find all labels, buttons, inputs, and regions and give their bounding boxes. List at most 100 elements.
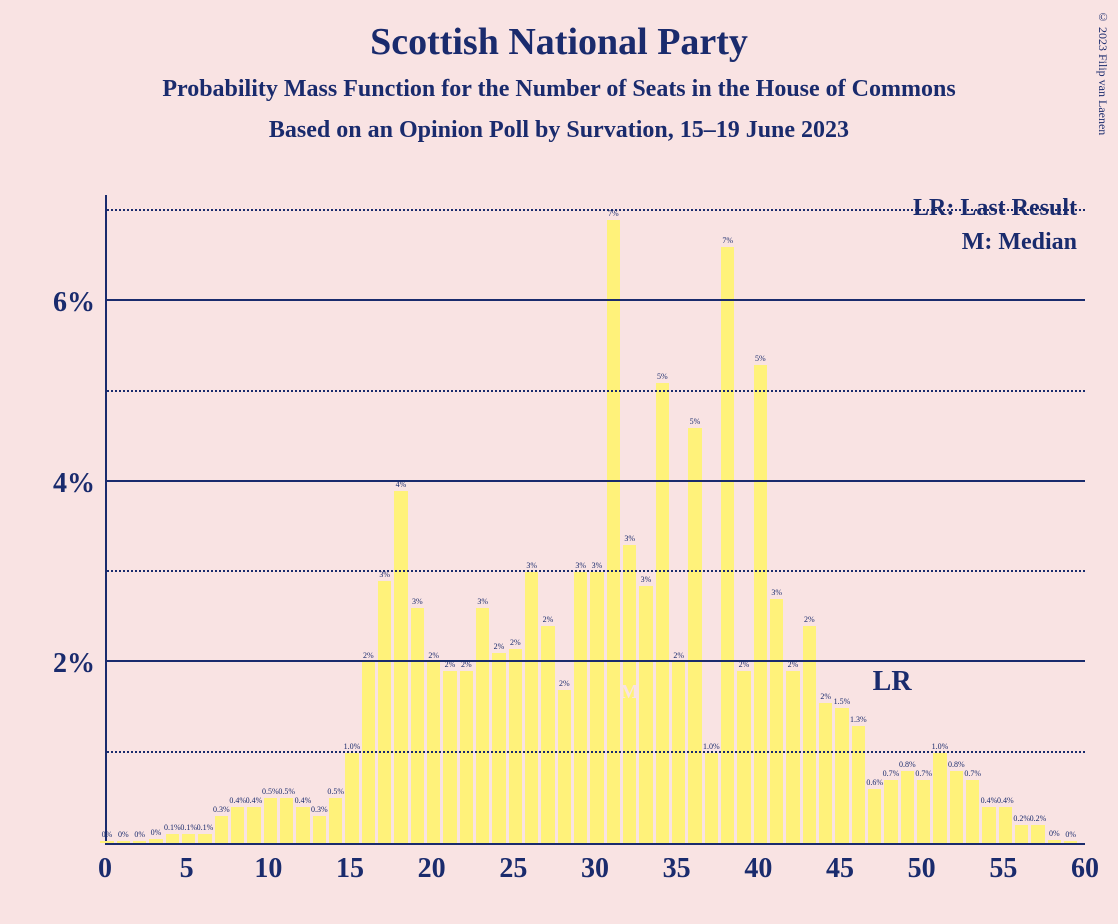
chart-bar: 0% xyxy=(149,839,162,844)
x-axis-label: 0 xyxy=(98,853,112,885)
bar-value-label: 3% xyxy=(771,588,782,597)
chart-bar: 0.2% xyxy=(1031,825,1044,843)
chart-bar: 0.8% xyxy=(901,771,914,843)
bar-value-label: 2% xyxy=(543,615,554,624)
x-axis-label: 40 xyxy=(744,853,772,885)
chart-bar: 0.7% xyxy=(966,780,979,843)
chart-bar: 2% xyxy=(786,671,799,843)
chart-bar: 3% xyxy=(378,581,391,843)
chart-bar: 2% xyxy=(541,626,554,843)
chart-bar: 0.4% xyxy=(231,807,244,843)
chart-bar: 0.2% xyxy=(1015,825,1028,843)
chart-bar: 0.4% xyxy=(247,807,260,843)
bar-value-label: 2% xyxy=(820,692,831,701)
chart-bar: 0.1% xyxy=(166,834,179,843)
x-axis-label: 20 xyxy=(418,853,446,885)
bar-value-label: 0.4% xyxy=(997,796,1014,805)
chart-bar: 0.5% xyxy=(264,798,277,843)
gridline-dotted xyxy=(107,751,1085,753)
chart-bar: 0.6% xyxy=(868,789,881,843)
bar-value-label: 0.7% xyxy=(915,769,932,778)
x-axis-label: 5 xyxy=(180,853,194,885)
chart-bar: 1.0% xyxy=(345,753,358,843)
bar-value-label: 0.6% xyxy=(866,778,883,787)
chart-bar: 0% xyxy=(100,841,113,843)
bar-value-label: 0.2% xyxy=(1030,814,1047,823)
bar-value-label: 2% xyxy=(673,651,684,660)
copyright-text: © 2023 Filip van Laenen xyxy=(1095,10,1110,135)
bar-value-label: 0.1% xyxy=(197,823,214,832)
chart-bar: 3% xyxy=(525,572,538,843)
gridline-solid xyxy=(107,480,1085,482)
chart-bar: 0% xyxy=(1064,841,1077,843)
bar-value-label: 2% xyxy=(510,638,521,647)
chart-bar: 1.0% xyxy=(933,753,946,843)
bar-value-label: 1.0% xyxy=(344,742,361,751)
bar-value-label: 1.0% xyxy=(703,742,720,751)
bar-value-label: 3% xyxy=(477,597,488,606)
chart-bar: 4% xyxy=(394,491,407,843)
x-axis-label: 10 xyxy=(254,853,282,885)
chart-bar: 2% xyxy=(819,703,832,843)
last-result-marker: LR xyxy=(873,666,912,698)
median-marker: M xyxy=(620,681,639,704)
bar-value-label: 3% xyxy=(575,561,586,570)
bar-value-label: 0.5% xyxy=(262,787,279,796)
bar-value-label: 0% xyxy=(118,830,129,839)
chart-bar: 1.5% xyxy=(835,708,848,843)
bar-value-label: 0.3% xyxy=(213,805,230,814)
bar-value-label: 2% xyxy=(494,642,505,651)
chart-bar: 5% xyxy=(754,365,767,843)
bar-value-label: 1.5% xyxy=(834,697,851,706)
chart-bar: 3% xyxy=(639,586,652,843)
chart-bar: 1.0% xyxy=(705,753,718,843)
bar-value-label: 5% xyxy=(657,372,668,381)
chart-bar: 0.4% xyxy=(982,807,995,843)
chart-bar: 5% xyxy=(656,383,669,843)
chart-bar: 1.3% xyxy=(852,726,865,843)
chart-bar: 0.1% xyxy=(182,834,195,843)
chart-bar: 0% xyxy=(133,841,146,843)
bar-value-label: 0.2% xyxy=(1013,814,1030,823)
bar-value-label: 2% xyxy=(804,615,815,624)
bar-value-label: 0.3% xyxy=(311,805,328,814)
bar-value-label: 0% xyxy=(1065,830,1076,839)
x-axis-label: 25 xyxy=(499,853,527,885)
chart-bar: 0% xyxy=(117,841,130,843)
bar-value-label: 0% xyxy=(102,830,113,839)
bar-value-label: 0% xyxy=(1049,829,1060,838)
x-axis-label: 35 xyxy=(663,853,691,885)
bar-value-label: 3% xyxy=(526,561,537,570)
bar-value-label: 0% xyxy=(151,828,162,837)
bars-container: 0%0%0%0%0.1%0.1%0.1%0.3%0.4%0.4%0.5%0.5%… xyxy=(107,195,1085,843)
x-axis-label: 55 xyxy=(989,853,1017,885)
chart-bar: 2% xyxy=(803,626,816,843)
bar-value-label: 0.7% xyxy=(964,769,981,778)
bar-value-label: 5% xyxy=(755,354,766,363)
chart-bar: 3% xyxy=(411,608,424,843)
gridline-solid xyxy=(107,660,1085,662)
x-axis-label: 50 xyxy=(908,853,936,885)
legend-median: M: Median xyxy=(962,229,1077,256)
chart-subtitle-2: Based on an Opinion Poll by Survation, 1… xyxy=(0,117,1118,144)
chart-bar: 0.7% xyxy=(917,780,930,843)
chart-bar: 0.3% xyxy=(313,816,326,843)
chart-bar: 0.3% xyxy=(215,816,228,843)
x-axis-label: 15 xyxy=(336,853,364,885)
legend-last-result: LR: Last Result xyxy=(913,195,1077,222)
bar-value-label: 1.0% xyxy=(932,742,949,751)
gridline-solid xyxy=(107,299,1085,301)
chart-bar: 2% xyxy=(737,671,750,843)
bar-value-label: 0.8% xyxy=(948,760,965,769)
gridline-dotted xyxy=(107,570,1085,572)
y-axis-label: 6% xyxy=(53,287,95,319)
bar-value-label: 0.1% xyxy=(164,823,181,832)
bar-value-label: 3% xyxy=(641,575,652,584)
bar-value-label: 0% xyxy=(134,830,145,839)
chart-bar: 0.5% xyxy=(329,798,342,843)
x-axis-label: 30 xyxy=(581,853,609,885)
chart-bar: 2% xyxy=(443,671,456,843)
gridline-dotted xyxy=(107,390,1085,392)
chart-bar: 0.1% xyxy=(198,834,211,843)
chart-bar: 3% xyxy=(770,599,783,843)
